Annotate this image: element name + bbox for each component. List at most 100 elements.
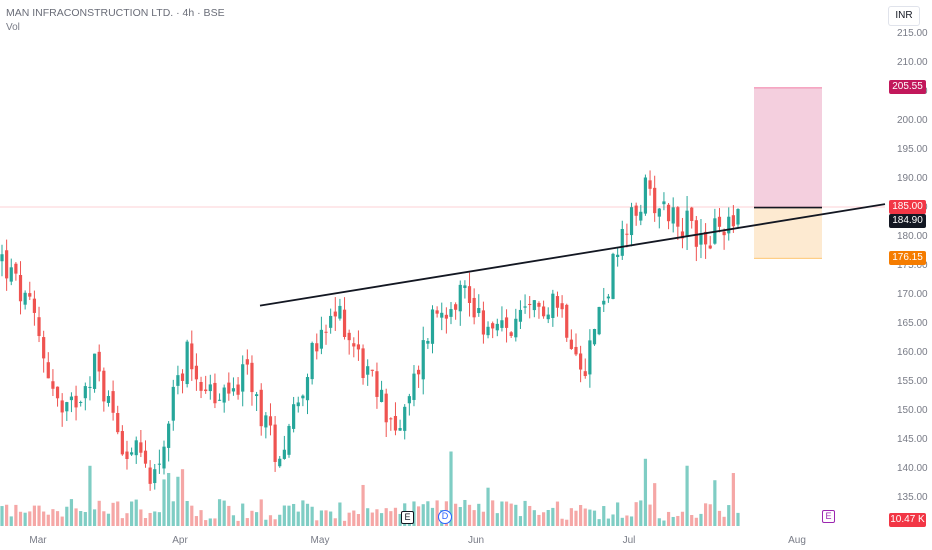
earnings-marker-2[interactable]: E bbox=[822, 510, 835, 523]
volume-bar bbox=[333, 518, 337, 526]
volume-bar bbox=[296, 511, 300, 526]
candle-body bbox=[130, 452, 134, 455]
candle-body bbox=[222, 387, 226, 403]
candle-body bbox=[440, 312, 444, 318]
volume-bar bbox=[634, 502, 638, 526]
candle-body bbox=[426, 340, 430, 344]
candle-body bbox=[662, 201, 666, 205]
price-tick-label: 195.00 bbox=[897, 144, 928, 155]
candle-body bbox=[694, 220, 698, 247]
volume-bar bbox=[449, 451, 453, 526]
volume-bar bbox=[14, 504, 18, 526]
candle-body bbox=[727, 216, 731, 234]
price-tick-label: 155.00 bbox=[897, 376, 928, 387]
candle-body bbox=[176, 375, 180, 386]
volume-bar bbox=[430, 507, 435, 526]
volume-bar bbox=[310, 506, 314, 526]
volume-bar bbox=[361, 484, 365, 526]
volume-bar bbox=[157, 512, 161, 526]
volume-bar bbox=[338, 502, 342, 526]
candle-body bbox=[245, 359, 249, 365]
candle-body bbox=[611, 253, 615, 299]
candle-body bbox=[88, 386, 92, 388]
dividend-marker[interactable]: D bbox=[438, 510, 452, 524]
price-axis[interactable]: 215.00210.00205.00200.00195.00190.00185.… bbox=[897, 28, 928, 503]
candle-body bbox=[162, 446, 166, 469]
volume-bar bbox=[139, 509, 143, 526]
earnings-marker-1[interactable]: E bbox=[401, 511, 414, 524]
candle-body bbox=[116, 413, 120, 433]
candle-body bbox=[278, 458, 282, 467]
volume-bar bbox=[315, 520, 319, 526]
volume-bar bbox=[106, 513, 111, 526]
candle-body bbox=[597, 306, 601, 335]
candle-body bbox=[731, 215, 735, 227]
candle-body bbox=[583, 371, 587, 377]
candle-body bbox=[403, 406, 407, 431]
candle-body bbox=[541, 306, 546, 317]
candle-body bbox=[495, 323, 499, 331]
volume-bar bbox=[250, 510, 254, 526]
symbol-title[interactable]: MAN INFRACONSTRUCTION LTD. · 4h · BSE bbox=[6, 7, 225, 19]
candle-body bbox=[560, 303, 564, 310]
candle-body bbox=[528, 303, 532, 305]
candle-body bbox=[134, 440, 138, 456]
candle-body bbox=[65, 402, 69, 412]
volume-indicator-label[interactable]: Vol bbox=[6, 22, 20, 33]
candle-body bbox=[143, 450, 148, 464]
volume-bar bbox=[130, 501, 134, 526]
volume-bar bbox=[694, 517, 698, 526]
volume-bar bbox=[79, 511, 83, 526]
volume-bar bbox=[703, 503, 708, 526]
volume-bar bbox=[208, 518, 212, 526]
volume-bar bbox=[690, 515, 694, 526]
volume-bar bbox=[241, 503, 245, 526]
volume-bar bbox=[32, 505, 37, 526]
candle-body bbox=[356, 344, 361, 350]
volume-bar bbox=[680, 511, 685, 526]
volume-bar bbox=[222, 500, 226, 526]
volume-bar bbox=[643, 458, 648, 526]
volume-bar bbox=[491, 500, 495, 526]
volume-bar bbox=[254, 512, 259, 526]
volume-bar bbox=[92, 509, 97, 526]
volume-bar bbox=[569, 508, 573, 526]
volume-bar bbox=[454, 503, 458, 526]
candle-body bbox=[602, 300, 606, 305]
time-tick-label: Apr bbox=[172, 535, 188, 546]
volume-bar bbox=[602, 506, 606, 526]
candle-body bbox=[102, 370, 106, 402]
candle-body bbox=[676, 207, 680, 227]
candlesticks[interactable] bbox=[0, 170, 740, 491]
position-zones[interactable] bbox=[754, 87, 822, 259]
currency-button[interactable]: INR bbox=[888, 6, 920, 26]
volume-bar bbox=[366, 508, 370, 526]
candle-body bbox=[204, 389, 208, 392]
volume-bar bbox=[97, 500, 101, 526]
candle-body bbox=[555, 296, 560, 308]
candle-body bbox=[565, 304, 569, 338]
volume-bar bbox=[231, 515, 236, 526]
target-zone bbox=[754, 87, 822, 208]
candle-body bbox=[435, 310, 439, 314]
volume-bar bbox=[305, 503, 310, 526]
candle-body bbox=[690, 207, 694, 221]
volume-bar bbox=[88, 465, 92, 526]
candle-body bbox=[666, 204, 671, 222]
candle-body bbox=[486, 326, 490, 336]
drawing-lines[interactable] bbox=[0, 203, 886, 307]
time-axis[interactable]: Mar Apr May Jun Jul Aug bbox=[29, 535, 806, 546]
volume-bar bbox=[620, 517, 624, 526]
candle-body bbox=[42, 337, 46, 359]
candle-body bbox=[708, 245, 712, 249]
volume-bar bbox=[134, 499, 138, 526]
candle-body bbox=[315, 343, 319, 352]
candle-body bbox=[287, 425, 291, 455]
volume-bar bbox=[481, 511, 486, 526]
candle-body bbox=[194, 365, 199, 380]
volume-bar bbox=[509, 503, 513, 526]
candle-body bbox=[18, 274, 23, 302]
volume-bar bbox=[731, 473, 735, 526]
volume-bar bbox=[379, 513, 384, 526]
